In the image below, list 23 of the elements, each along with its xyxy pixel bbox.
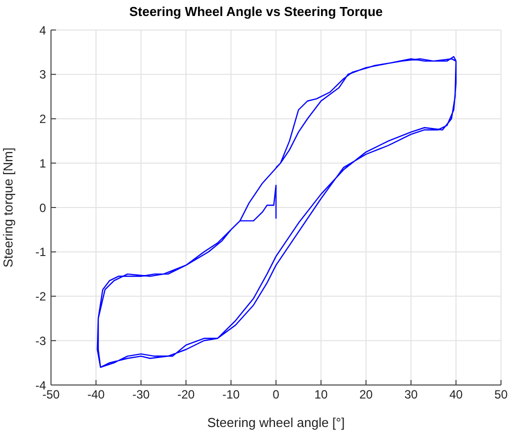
y-tick-label: 3 (39, 68, 46, 82)
x-tick-label: -30 (132, 388, 150, 402)
x-axis-title: Steering wheel angle [°] (207, 415, 345, 430)
x-tick-label: 40 (449, 388, 463, 402)
y-tick-label: 2 (39, 112, 46, 126)
x-tick-label: -10 (222, 388, 240, 402)
y-tick-label: -1 (35, 245, 46, 260)
x-tick-label: 0 (272, 388, 280, 402)
y-tick-label: -4 (35, 378, 46, 392)
x-tick-label: 10 (314, 388, 328, 402)
y-tick-label: 0 (39, 200, 46, 215)
x-tick-label: -20 (177, 388, 195, 402)
y-axis-title: Steering torque [Nm] (0, 148, 16, 268)
x-tick-label: 20 (359, 388, 373, 402)
line-series (96, 56, 457, 368)
chart-title: Steering Wheel Angle vs Steering Torque (128, 4, 384, 19)
x-tick-label: 50 (494, 388, 508, 402)
y-tick-label: -2 (35, 290, 46, 304)
y-tick-label: 1 (39, 156, 46, 170)
x-tick-label: 30 (404, 388, 418, 402)
x-tick-label: -40 (87, 388, 105, 402)
y-tick-label: -3 (35, 334, 46, 348)
y-tick-label: 4 (39, 23, 46, 38)
